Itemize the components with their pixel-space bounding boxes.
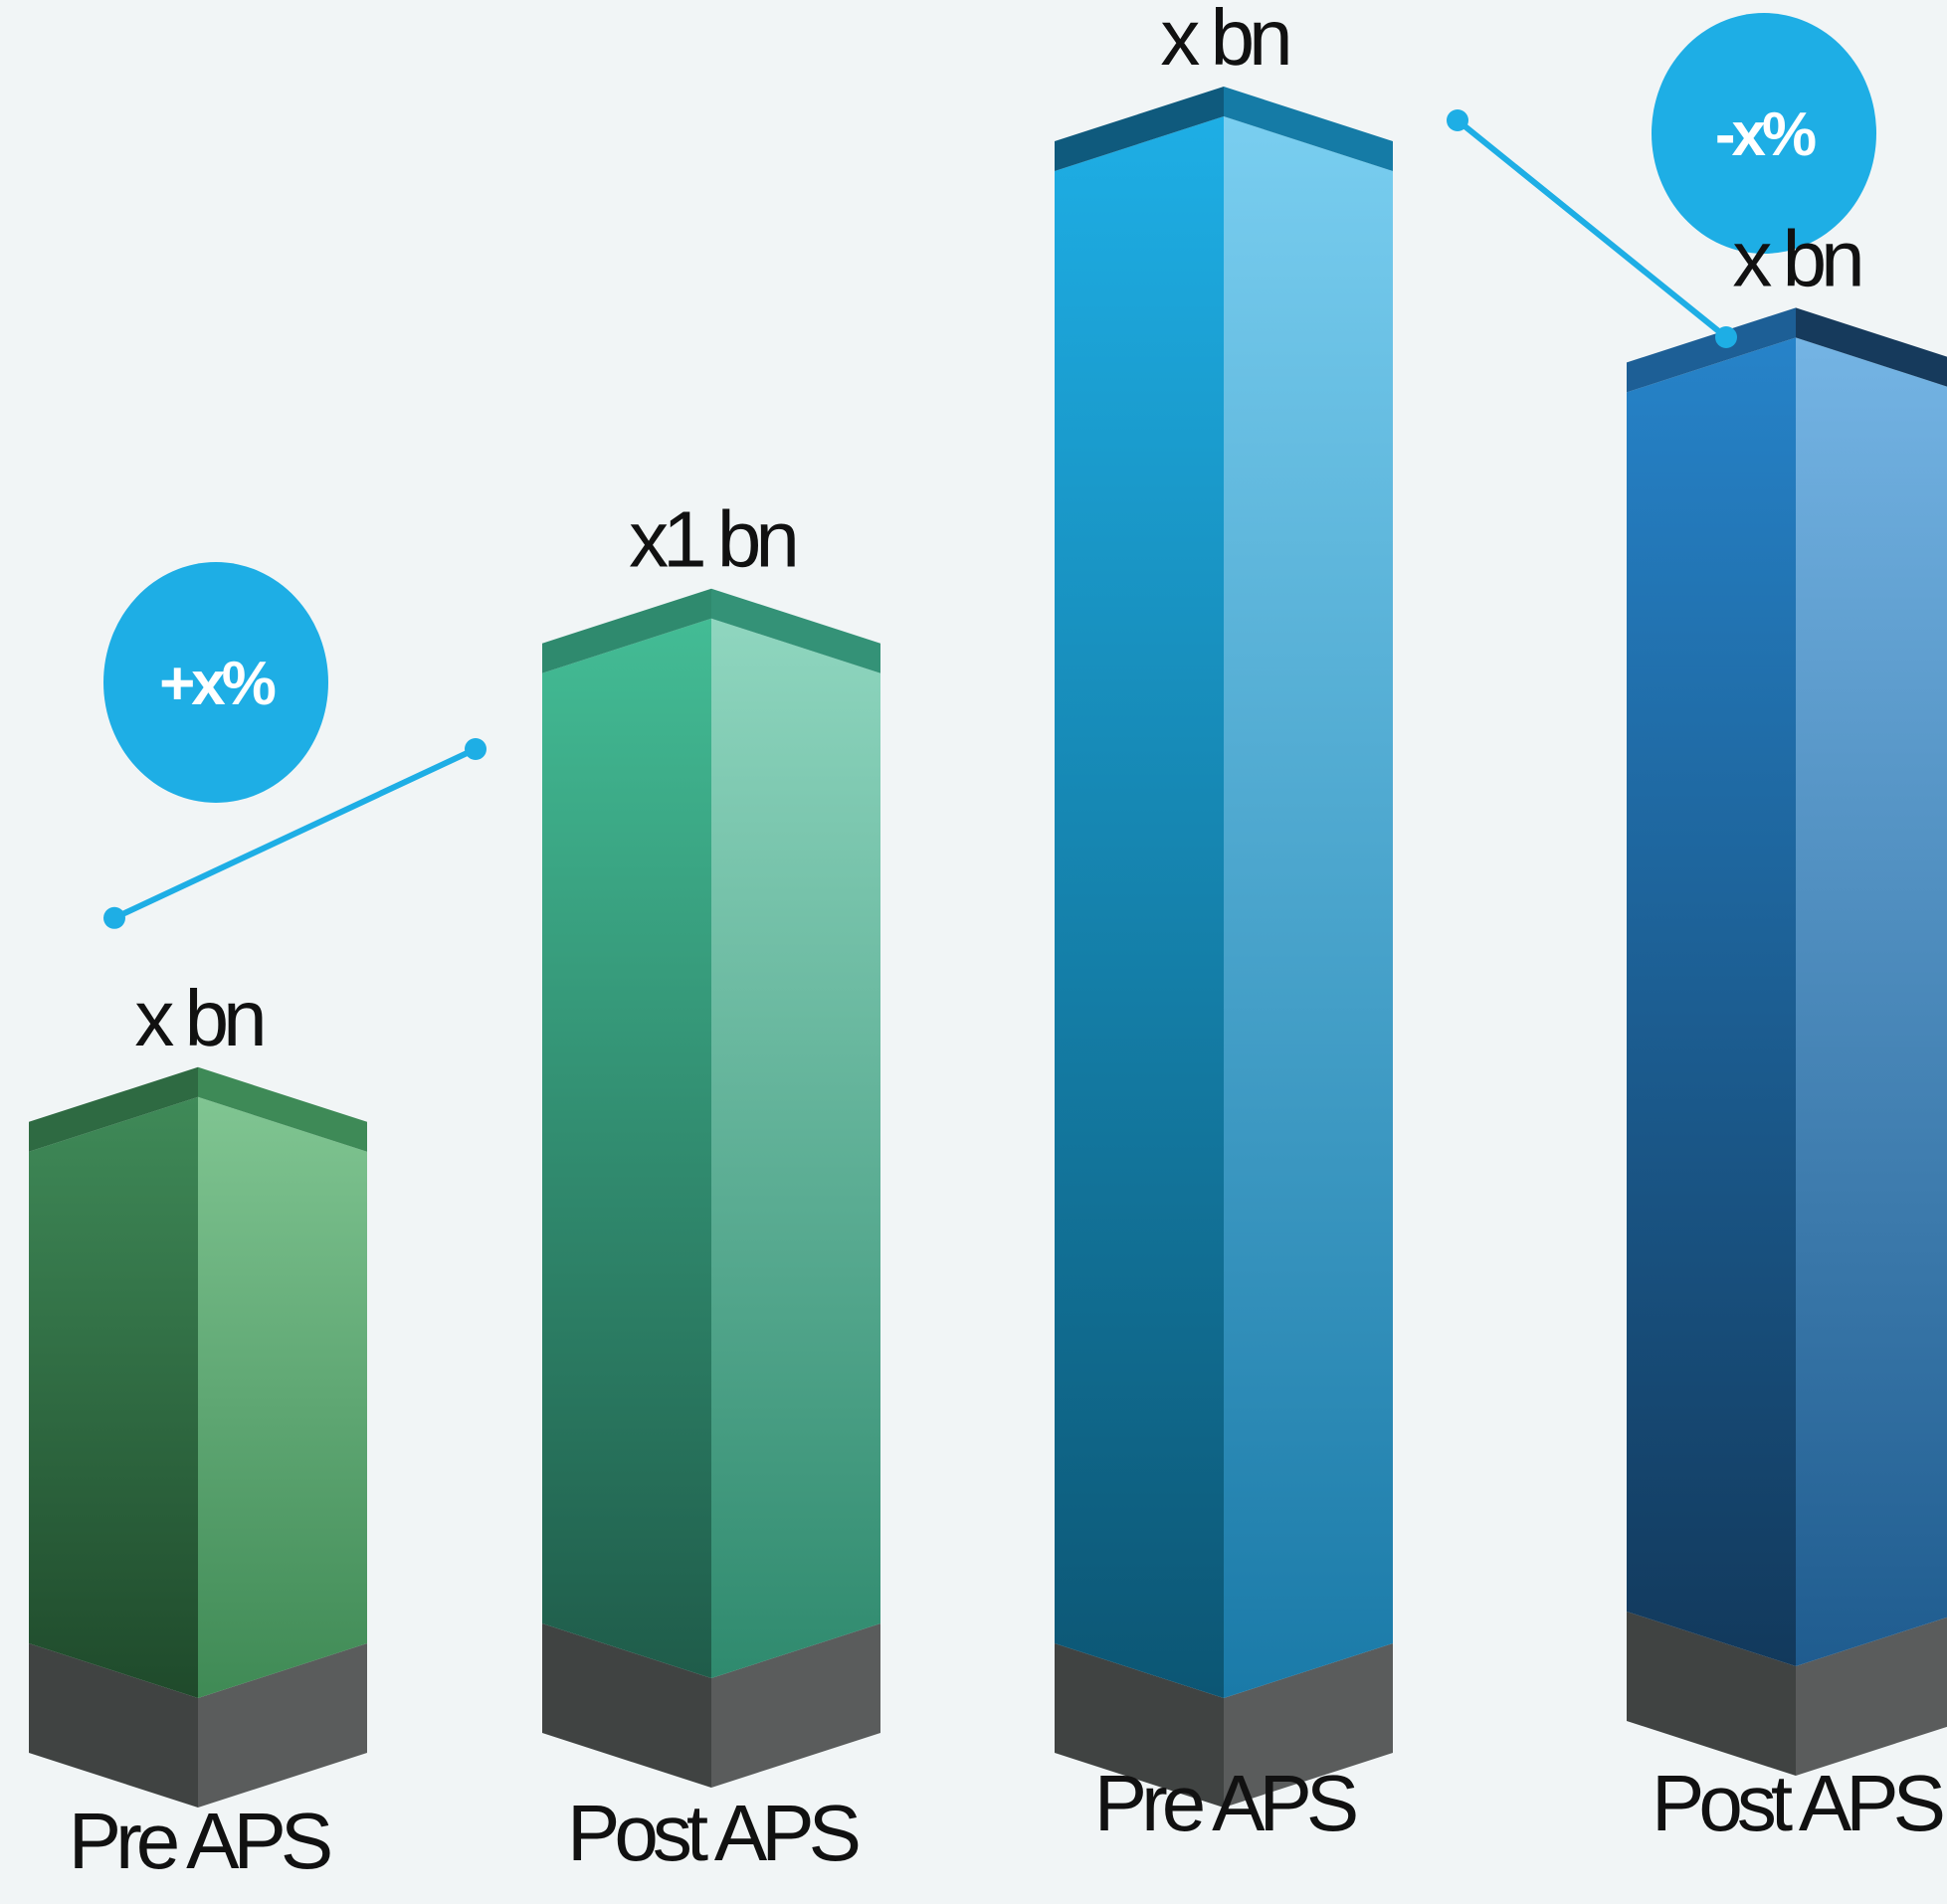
bar-side-face xyxy=(1796,337,1947,1666)
bar-cap-right xyxy=(1796,307,1947,387)
trend-line-start-dot xyxy=(1447,109,1468,131)
bar-3 xyxy=(1055,87,1393,1808)
change-percent-label: +x% xyxy=(159,650,276,718)
bar-cap-left xyxy=(1055,87,1224,171)
change-indicator-2: -x% xyxy=(1447,13,1876,348)
bar-base-right xyxy=(1796,1617,1947,1776)
category-label: Post APS xyxy=(1652,1759,1943,1847)
labels-layer: x bn Pre APS x1 bn Post APS x bn Pre APS x bn P… xyxy=(69,0,1947,1885)
bar-front-face xyxy=(1627,337,1796,1666)
bar-cap-right xyxy=(711,588,880,673)
bar-value-label: x bn xyxy=(1160,0,1288,82)
change-bubble xyxy=(103,562,328,803)
category-label: Pre APS xyxy=(1094,1759,1356,1847)
bar-value-label: x1 bn xyxy=(629,495,795,584)
bar-cap-right xyxy=(198,1066,367,1152)
bar-cap-left xyxy=(29,1066,198,1152)
bar-front-face xyxy=(29,1096,198,1698)
trend-line xyxy=(112,746,478,921)
bar-cap-left xyxy=(542,588,711,673)
bar-value-label: x bn xyxy=(134,974,263,1062)
change-bubble xyxy=(1652,13,1876,254)
bar-side-face xyxy=(198,1096,367,1698)
trend-line-start-dot xyxy=(103,906,125,929)
bar-side-face xyxy=(1224,116,1393,1698)
change-indicator-1: +x% xyxy=(103,562,487,929)
category-label: Pre APS xyxy=(69,1797,330,1885)
bar-4 xyxy=(1627,307,1947,1776)
trend-line-end-dot xyxy=(465,738,487,760)
category-label: Post APS xyxy=(567,1789,859,1877)
trend-line xyxy=(1456,117,1728,340)
bar-2 xyxy=(542,588,880,1788)
bar-front-face xyxy=(1055,116,1224,1698)
change-percent-label: -x% xyxy=(1715,100,1816,169)
bar-side-face xyxy=(711,618,880,1679)
bar-value-label: x bn xyxy=(1732,214,1860,302)
trend-line-end-dot xyxy=(1715,326,1737,348)
bar-front-face xyxy=(542,618,711,1679)
bar-cap-left xyxy=(1627,307,1796,393)
bar-1 xyxy=(29,1066,367,1808)
bar-cap-right xyxy=(1224,87,1393,171)
bars-layer xyxy=(29,87,1947,1808)
trend-connectors: +x% -x% xyxy=(103,13,1876,929)
